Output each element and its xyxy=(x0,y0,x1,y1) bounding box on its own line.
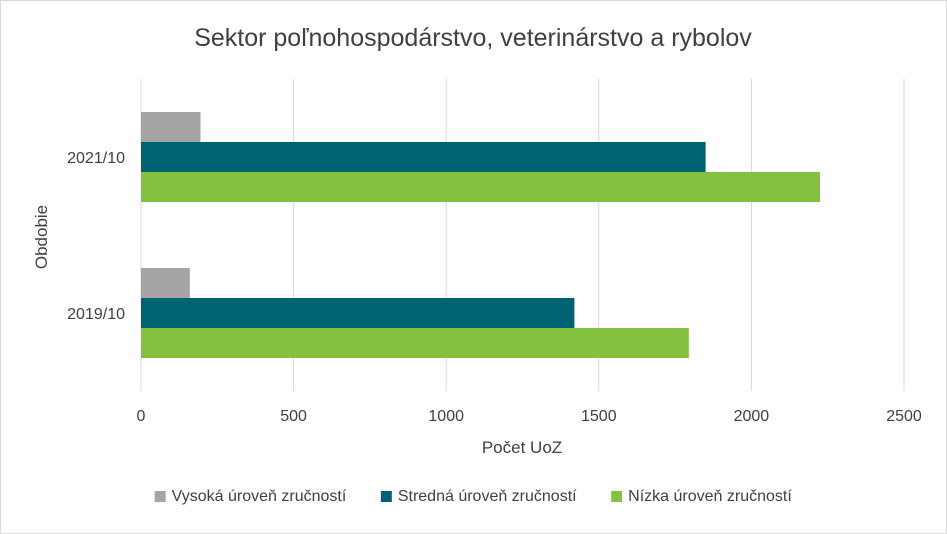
bars xyxy=(141,112,821,358)
legend-swatch xyxy=(380,491,392,502)
bar-1-1 xyxy=(141,268,190,298)
legend-label: Nízka úroveň zručností xyxy=(628,488,792,505)
x-tick-label: 1000 xyxy=(428,408,464,425)
y-tick-label: 2021/10 xyxy=(67,150,125,167)
x-tick-labels: 0 500 1000 1500 2000 2500 xyxy=(137,408,922,425)
legend-item: Nízka úroveň zručností xyxy=(611,488,792,505)
legend-item: Vysoká úroveň zručností xyxy=(154,488,347,505)
legend: Vysoká úroveň zručností Stredná úroveň zr… xyxy=(154,488,792,505)
chart-title: Sektor poľnohospodárstvo, veterinárstvo … xyxy=(194,24,752,52)
bar-1-2 xyxy=(141,112,201,142)
x-tick-label: 2500 xyxy=(886,408,922,425)
legend-item: Stredná úroveň zručností xyxy=(380,488,577,505)
x-tick-label: 1500 xyxy=(581,408,617,425)
bar-3-2 xyxy=(141,172,821,202)
x-tick-label: 2000 xyxy=(734,408,770,425)
y-tick-label: 2019/10 xyxy=(67,306,125,323)
bar-2-2 xyxy=(141,142,706,172)
legend-label: Vysoká úroveň zručností xyxy=(172,488,347,505)
x-tick-label: 0 xyxy=(137,408,146,425)
bar-3-1 xyxy=(141,328,689,358)
y-tick-labels: 2019/10 2021/10 xyxy=(67,150,125,323)
legend-swatch xyxy=(611,491,623,502)
legend-label: Stredná úroveň zručností xyxy=(398,488,577,505)
bar-2-1 xyxy=(141,298,575,328)
legend-swatch xyxy=(154,491,166,502)
x-axis-title: Počet UoZ xyxy=(482,438,562,457)
y-axis-title: Obdobie xyxy=(32,205,51,269)
x-tick-label: 500 xyxy=(280,408,307,425)
